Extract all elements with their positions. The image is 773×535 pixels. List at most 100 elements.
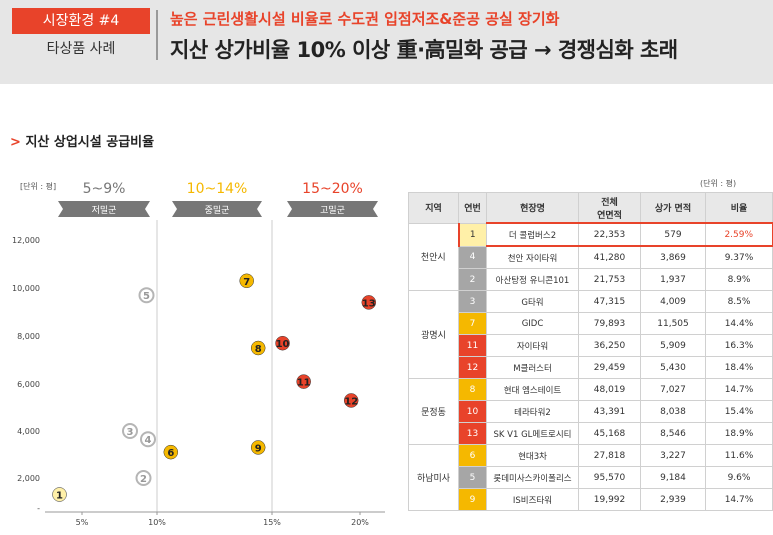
column-header: 비율 <box>705 192 773 224</box>
table: 지역 연번 현장명 전체 연면적 상가 면적 비율 천안시 1 더 콜럼버스2 22,353 579… <box>408 192 773 511</box>
headline: 높은 근린생활시설 비율로 수도권 입점저조&준공 공실 장기화 <box>170 10 560 28</box>
row-number: 5 <box>458 466 487 489</box>
table-row: 11 자이타워 36,250 5,909 16.3% <box>409 334 773 357</box>
divider <box>156 10 158 60</box>
ratio: 18.4% <box>705 356 773 379</box>
title: 지산 상가비율 10% 이상 重·高밀화 공급 → 경쟁심화 초래 <box>170 38 678 62</box>
retail-area: 7,027 <box>640 378 706 401</box>
table-row: 12 M클러스터 29,459 5,430 18.4% <box>409 356 773 379</box>
row-number: 11 <box>458 334 487 357</box>
row-number: 8 <box>458 378 487 401</box>
table-row: 5 롯데미사스카이폴리스 95,570 9,184 9.6% <box>409 466 773 489</box>
zone-range: 15~20% <box>302 181 363 197</box>
point <box>135 470 152 486</box>
x-tick-label: 10% <box>148 518 166 527</box>
total-area: 19,992 <box>578 488 641 511</box>
x-tick-label: 5% <box>76 518 89 527</box>
column-header: 연번 <box>458 192 487 224</box>
row-number: 12 <box>458 356 487 379</box>
y-tick-label: 8,000 <box>17 332 40 341</box>
region: 광명시 <box>408 290 459 379</box>
column-header: 지역 <box>408 192 459 224</box>
row-number: 9 <box>458 488 487 511</box>
zone-banner <box>287 201 378 217</box>
total-area: 95,570 <box>578 466 641 489</box>
total-area: 43,391 <box>578 400 641 423</box>
y-tick-label: 10,000 <box>12 284 40 293</box>
point-label: 12 <box>344 396 358 407</box>
site-name: 천안 자이타워 <box>486 245 579 269</box>
chart: [단위 : 평] 5~9% 저밀군 10~14% 중밀군 15~20% 고밀군 - 2,000 4… <box>12 181 385 527</box>
retail-area: 8,546 <box>640 422 706 445</box>
badge: 시장환경 #4 <box>12 8 150 34</box>
total-area: 22,353 <box>578 222 641 247</box>
total-area: 48,019 <box>578 378 641 401</box>
total-area: 29,459 <box>578 356 641 379</box>
point <box>361 295 377 310</box>
point <box>122 423 138 439</box>
row-number: 7 <box>458 312 487 335</box>
retail-area: 579 <box>640 222 706 247</box>
table-row: 2 아산탕정 유니콘101 21,753 1,937 8.9% <box>409 268 773 291</box>
point <box>140 431 156 448</box>
retail-area: 5,909 <box>640 334 706 357</box>
table-row: 문정동 8 현대 엠스테이트 48,019 7,027 14.7% <box>408 378 773 445</box>
retail-area: 3,227 <box>640 444 706 467</box>
table-row: 하남미사 6 현대3차 27,818 3,227 11.6% <box>408 444 773 511</box>
table-row: 9 IS비즈타워 19,992 2,939 14.7% <box>409 488 773 511</box>
y-tick-label: 4,000 <box>17 427 40 436</box>
site-name: IS비즈타워 <box>486 488 579 511</box>
zone-banner <box>58 201 150 217</box>
y-tick-label: 12,000 <box>12 236 40 245</box>
zone-label: 고밀군 <box>320 204 345 216</box>
site-name: 자이타워 <box>486 334 579 357</box>
table-row: 7 GIDC 79,893 11,505 14.4% <box>409 312 773 335</box>
zone-range: 5~9% <box>83 181 126 197</box>
point-label: 13 <box>362 298 376 309</box>
total-area: 21,753 <box>578 268 641 291</box>
ratio: 11.6% <box>705 444 773 467</box>
subtitle: 타상품 사례 <box>46 41 116 57</box>
point-label: 2 <box>140 474 147 485</box>
point-label: 1 <box>56 491 63 502</box>
total-area: 27,818 <box>578 444 641 467</box>
ratio: 9.37% <box>705 245 773 269</box>
retail-area: 11,505 <box>640 312 706 335</box>
point-label: 11 <box>297 378 311 389</box>
zone-banner <box>172 201 262 217</box>
ratio: 8.5% <box>705 290 773 313</box>
point <box>163 444 179 460</box>
retail-area: 2,939 <box>640 488 706 511</box>
row-number: 4 <box>458 245 487 269</box>
total-area: 79,893 <box>578 312 641 335</box>
header: 시장환경 #4 타상품 사례 높은 근린생활시설 비율로 수도권 입점저조&준공… <box>0 0 773 84</box>
x-tick-label: 15% <box>263 518 281 527</box>
ratio: 9.6% <box>705 466 773 489</box>
region: 하남미사 <box>408 444 459 511</box>
site-name: GIDC <box>486 312 579 335</box>
ratio: 18.9% <box>705 422 773 445</box>
zone-label: 중밀군 <box>205 204 230 216</box>
y-tick-label: - <box>37 504 40 513</box>
point-label: 8 <box>255 344 262 355</box>
point <box>250 440 266 455</box>
row-number: 6 <box>458 444 487 467</box>
y-tick-label: 2,000 <box>17 474 40 483</box>
ratio: 14.7% <box>705 488 773 511</box>
column-header: 상가 면적 <box>640 192 706 224</box>
site-name: M클러스터 <box>486 356 579 379</box>
site-name: G타워 <box>486 290 579 313</box>
table-row: 천안시 1 더 콜럼버스2 22,353 579 2.59% <box>408 222 773 291</box>
x-tick-label: 20% <box>351 518 369 527</box>
region: 천안시 <box>408 222 459 291</box>
table-row: 10 테라타워2 43,391 8,038 15.4% <box>409 400 773 423</box>
site-name: 현대 엠스테이트 <box>486 378 579 401</box>
total-area: 45,168 <box>578 422 641 445</box>
row-number: 10 <box>458 400 487 423</box>
point <box>250 340 266 356</box>
y-tick-label: 6,000 <box>17 380 40 389</box>
point <box>343 393 359 408</box>
column-header: 전체 연면적 <box>578 192 641 224</box>
site-name: 더 콜럼버스2 <box>486 222 579 247</box>
